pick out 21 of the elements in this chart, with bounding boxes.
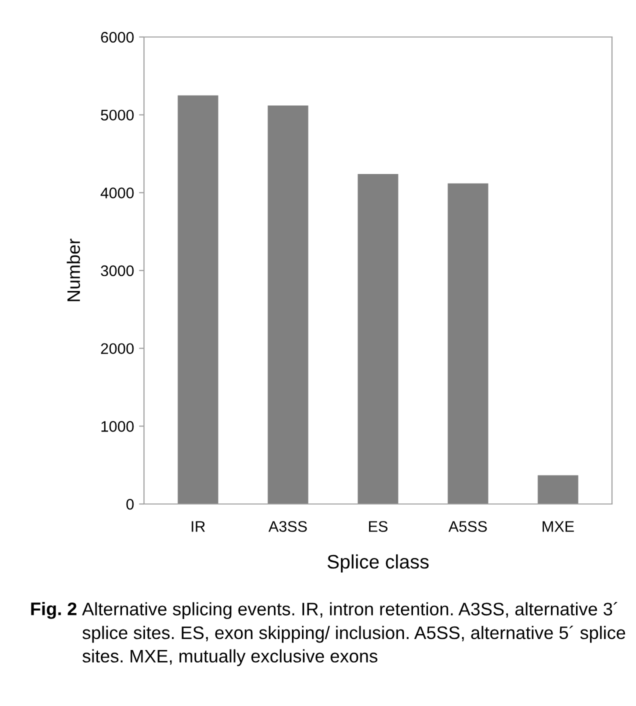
x-tick-label: A5SS — [448, 521, 487, 532]
x-tick-label: A3SS — [268, 521, 307, 532]
x-tick-label: IR — [192, 521, 205, 532]
y-tick-label: 0 — [126, 498, 134, 510]
bar — [538, 475, 578, 504]
y-tick-label: 3000 — [100, 265, 134, 276]
y-tick-label: 6000 — [101, 32, 134, 43]
y-tick-label: 5000 — [100, 110, 134, 121]
x-tick-label: MXE — [542, 521, 574, 532]
bar — [358, 174, 398, 504]
y-tick-label: 2000 — [101, 343, 134, 354]
y-tick-label: 4000 — [100, 188, 134, 198]
caption: Fig. 2 — [31, 602, 76, 619]
bar — [178, 95, 218, 504]
text: Alternative splicing events. IR, intron retention. A3SS, alternative 3´ splice sites. ES, exon skipping/ inclusion. A5SS, alternative 5´ splice sites. MXE, mutually exclusive exons — [82, 602, 626, 666]
y-tick-label: 1000 — [101, 421, 134, 432]
x-axis-title: Splice class — [328, 554, 429, 572]
bar — [448, 183, 488, 504]
y-axis-title: Number — [66, 238, 80, 302]
bar — [268, 105, 308, 504]
x-tick-label: ES — [369, 521, 388, 532]
